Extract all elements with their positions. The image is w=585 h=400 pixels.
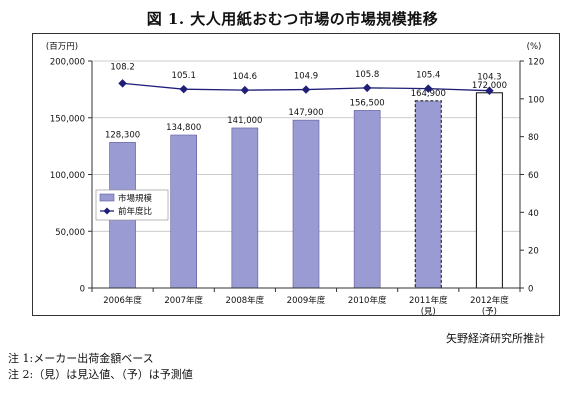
chart-title: 図 1. 大人用紙おむつ市場の市場規模推移 [146, 10, 439, 28]
left-tick-label: 150,000 [50, 114, 85, 124]
legend-bar-label: 市場規模 [118, 193, 153, 204]
category-label: 2007年度 [164, 295, 203, 306]
ratio-value-label: 105.8 [355, 70, 379, 80]
right-tick-label: 80 [528, 133, 539, 143]
labels: 0 50,000 100,000 150,000 200,000 0 20 40 60 80 100… [46, 42, 544, 317]
right-tick-label: 60 [528, 171, 539, 181]
ratio-point [485, 86, 494, 95]
right-tick-label: 120 [528, 58, 544, 68]
category-label: 2011年度 [409, 295, 448, 306]
category-label: 2008年度 [226, 295, 265, 306]
ratio-point [301, 85, 311, 94]
right-tick-label: 0 [528, 285, 533, 295]
legend-line-label: 前年度比 [118, 206, 152, 217]
legend-line-marker [103, 207, 111, 215]
ratio-value-label: 108.2 [110, 62, 134, 72]
category-label: 2010年度 [348, 295, 387, 306]
bar [353, 110, 381, 289]
category-note: (予) [482, 307, 497, 317]
ratio-point [240, 85, 250, 95]
bar [231, 127, 259, 289]
bar-value-label: 164,900 [411, 89, 446, 99]
left-tick-label: 100,000 [50, 171, 85, 181]
right-tick-label: 20 [528, 247, 539, 257]
note-1: 注 1:メーカー出荷金額ベース [8, 352, 154, 365]
category-label: 2006年度 [103, 295, 142, 306]
left-tick-label: 0 [80, 285, 85, 295]
bar [292, 119, 320, 289]
ratio-value-label: 104.6 [233, 72, 257, 82]
bar-value-label: 128,300 [105, 130, 140, 140]
bar-value-label: 147,900 [288, 108, 323, 118]
ratio-value-label: 104.9 [294, 72, 318, 82]
ratio-point [362, 83, 372, 93]
bars [109, 92, 503, 289]
ratio-point [118, 79, 127, 88]
bar [170, 134, 198, 289]
category-label: 2012年度 [470, 295, 509, 306]
left-tick-label: 50,000 [55, 228, 85, 238]
bar-value-label: 156,500 [350, 98, 385, 108]
ratio-value-label: 105.4 [416, 71, 440, 81]
category-label: 2009年度 [287, 295, 326, 306]
bar-value-label: 134,800 [166, 123, 201, 133]
bar [475, 92, 503, 289]
chart-frame [32, 33, 560, 316]
ratio-point [424, 84, 433, 93]
right-tick-label: 40 [528, 209, 539, 219]
left-axis-unit: (百万円) [46, 42, 78, 52]
category-note: (見) [421, 307, 436, 317]
ratio-line [118, 79, 494, 95]
bar [414, 100, 442, 289]
bar-value-label: 172,000 [472, 81, 507, 91]
note-2: 注 2:（見）は見込値、（予）は予測値 [8, 368, 193, 381]
bar-value-label: 141,000 [227, 116, 262, 126]
ratio-point [179, 84, 188, 94]
source-credit: 矢野経済研究所推計 [446, 332, 545, 345]
left-tick-label: 200,000 [50, 58, 85, 68]
right-axis-unit: (%) [527, 42, 542, 52]
ratio-value-label: 104.3 [477, 73, 501, 83]
ratio-value-label: 105.1 [172, 71, 196, 81]
right-tick-label: 100 [528, 95, 544, 105]
legend-bar-swatch [99, 193, 115, 202]
axes [88, 60, 524, 292]
